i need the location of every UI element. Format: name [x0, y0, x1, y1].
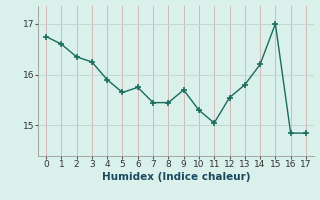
X-axis label: Humidex (Indice chaleur): Humidex (Indice chaleur)	[102, 172, 250, 182]
